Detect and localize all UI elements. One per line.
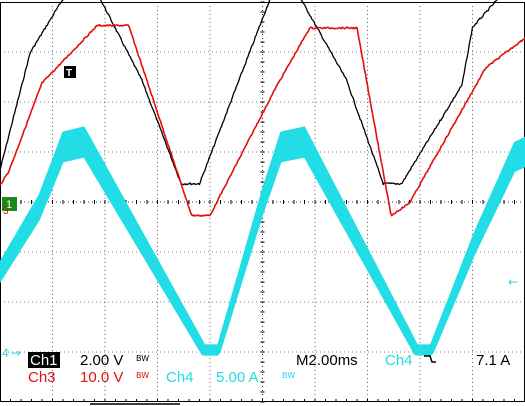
ch3-bw-limit-icon: BW: [136, 371, 149, 380]
ch3-scale: 10.0 V: [80, 369, 123, 386]
channel-markers: 1 3 4 → T ←: [2, 66, 518, 360]
scope-readouts: Ch1 2.00 V BW M2.00ms Ch4 7.1 A Ch3 10.0…: [28, 352, 510, 405]
trigger-source-readout: Ch4: [385, 352, 413, 369]
ch3-ground-marker: 3: [3, 206, 9, 217]
ch3-trace: [0, 23, 525, 217]
ch4-bw-limit-icon: BW: [282, 371, 295, 380]
ch1-scale: 2.00 V: [80, 352, 123, 369]
ch1-ground-marker-box: [2, 197, 17, 211]
ch4-scale: 5.00 A: [216, 369, 259, 386]
ch4-label: Ch4: [166, 369, 194, 386]
trigger-level-readout: 7.1 A: [476, 352, 510, 369]
ch4-ground-marker: 4: [2, 346, 9, 360]
ch4-ground-arrow-icon: →: [11, 346, 21, 360]
trigger-position-marker: T: [66, 68, 72, 79]
ch4-trace: [0, 126, 525, 356]
ch1-ground-marker: 1: [6, 199, 12, 211]
ch3-label: Ch3: [28, 369, 56, 386]
waveform-traces: [0, 0, 525, 356]
ch1-trace: [0, 0, 498, 186]
ch1-label-box: [28, 352, 60, 368]
trigger-position-marker-box: [64, 66, 76, 78]
falling-edge-icon: [424, 355, 436, 363]
ch1-bw-limit-icon: BW: [136, 354, 149, 363]
ch1-label: Ch1: [30, 352, 58, 369]
trigger-level-arrow-icon: ←: [508, 275, 518, 289]
timebase-readout: M2.00ms: [296, 352, 358, 369]
